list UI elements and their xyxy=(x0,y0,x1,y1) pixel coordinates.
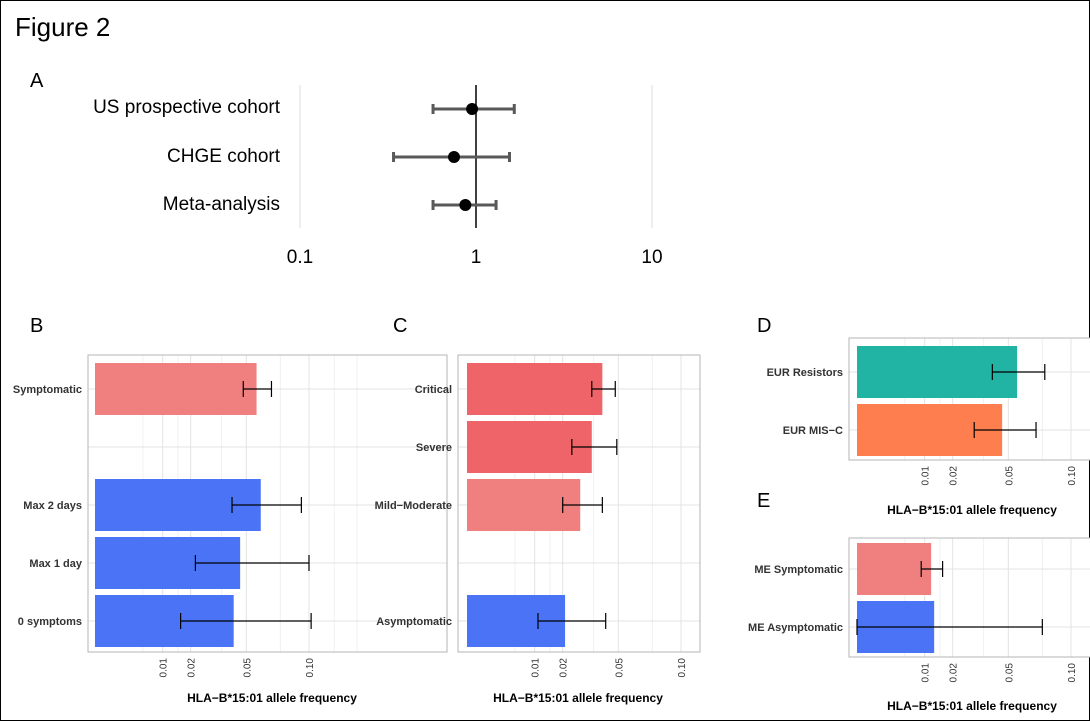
x-axis-title: HLA−B*15:01 allele frequency xyxy=(887,699,1057,713)
forest-point xyxy=(466,103,479,115)
panel-e-plot: ME Symptomatic ME Asymptomatic 0.01 0.02 0.0… xyxy=(748,537,1090,713)
tick-label: 0.02 xyxy=(949,663,960,683)
bar-category-label: Critical xyxy=(415,384,452,396)
tick-label: 0.10 xyxy=(677,658,688,678)
bar-category-label: EUR Resistors xyxy=(767,367,843,379)
plot-border xyxy=(87,354,448,653)
bar-category-label: Symptomatic xyxy=(13,384,82,396)
tick-label: 0.10 xyxy=(305,658,316,678)
forest-point xyxy=(448,151,461,163)
tick-label: 0.05 xyxy=(614,658,625,678)
bar xyxy=(467,421,592,473)
bar xyxy=(857,346,1018,398)
forest-tick-2: 10 xyxy=(641,247,663,268)
tick-label: 0.01 xyxy=(159,658,170,678)
bar-category-label: Max 1 day xyxy=(29,558,82,570)
bar xyxy=(467,479,581,531)
tick-label: 0.02 xyxy=(187,658,198,678)
tick-label: 0.10 xyxy=(1067,466,1078,486)
tick-label: 0.01 xyxy=(921,663,932,683)
plot-border xyxy=(848,337,1090,461)
plot-border xyxy=(848,537,1090,658)
forest-label-chge: CHGE cohort xyxy=(167,146,280,167)
forest-tick-0: 0.1 xyxy=(286,247,314,268)
bar-category-label: ME Symptomatic xyxy=(754,564,843,576)
bar-category-label: EUR MIS−C xyxy=(783,425,843,437)
bar-category-label: Asymptomatic xyxy=(376,616,452,628)
panel-a-label: A xyxy=(30,70,44,92)
bar-category-label: Mild−Moderate xyxy=(375,500,452,512)
panel-c-label: C xyxy=(393,315,408,337)
tick-label: 0.02 xyxy=(559,658,570,678)
panel-b-plot: Symptomatic Max 2 days Max 1 day 0 symptoms… xyxy=(13,354,448,705)
bar-category-label: ME Asymptomatic xyxy=(748,622,843,634)
forest-tick-1: 1 xyxy=(470,247,482,268)
tick-label: 0.01 xyxy=(531,658,542,678)
plot-border xyxy=(457,354,701,653)
panel-d-label: D xyxy=(757,315,772,337)
tick-label: 0.10 xyxy=(1067,663,1078,683)
bar-category-label: Max 2 days xyxy=(23,500,82,512)
bar-category-label: Severe xyxy=(416,442,452,454)
tick-label: 0.02 xyxy=(949,466,960,486)
figure-title: Figure 2 xyxy=(15,12,111,42)
x-axis-title: HLA−B*15:01 allele frequency xyxy=(493,691,663,705)
bar xyxy=(467,363,603,415)
panel-c-plot: Critical Severe Mild−Moderate Asymptomatic 0… xyxy=(375,354,701,705)
bar-category-label: 0 symptoms xyxy=(18,616,82,628)
tick-label: 0.05 xyxy=(242,658,253,678)
panel-e-label: E xyxy=(757,490,771,512)
forest-label-us: US prospective cohort xyxy=(93,97,280,118)
forest-point xyxy=(459,199,472,211)
x-axis-title: HLA−B*15:01 allele frequency xyxy=(187,691,357,705)
x-axis-title: HLA−B*15:01 allele frequency xyxy=(887,503,1057,517)
panel-d-plot: EUR Resistors EUR MIS−C 0.01 0.02 0.05 0.10 HL… xyxy=(767,337,1090,517)
tick-label: 0.05 xyxy=(1004,663,1015,683)
tick-label: 0.05 xyxy=(1004,466,1015,486)
bar xyxy=(857,543,932,595)
bar xyxy=(95,363,257,415)
panel-b-label: B xyxy=(30,315,44,337)
tick-label: 0.01 xyxy=(921,466,932,486)
forest-label-meta: Meta-analysis xyxy=(162,194,280,215)
